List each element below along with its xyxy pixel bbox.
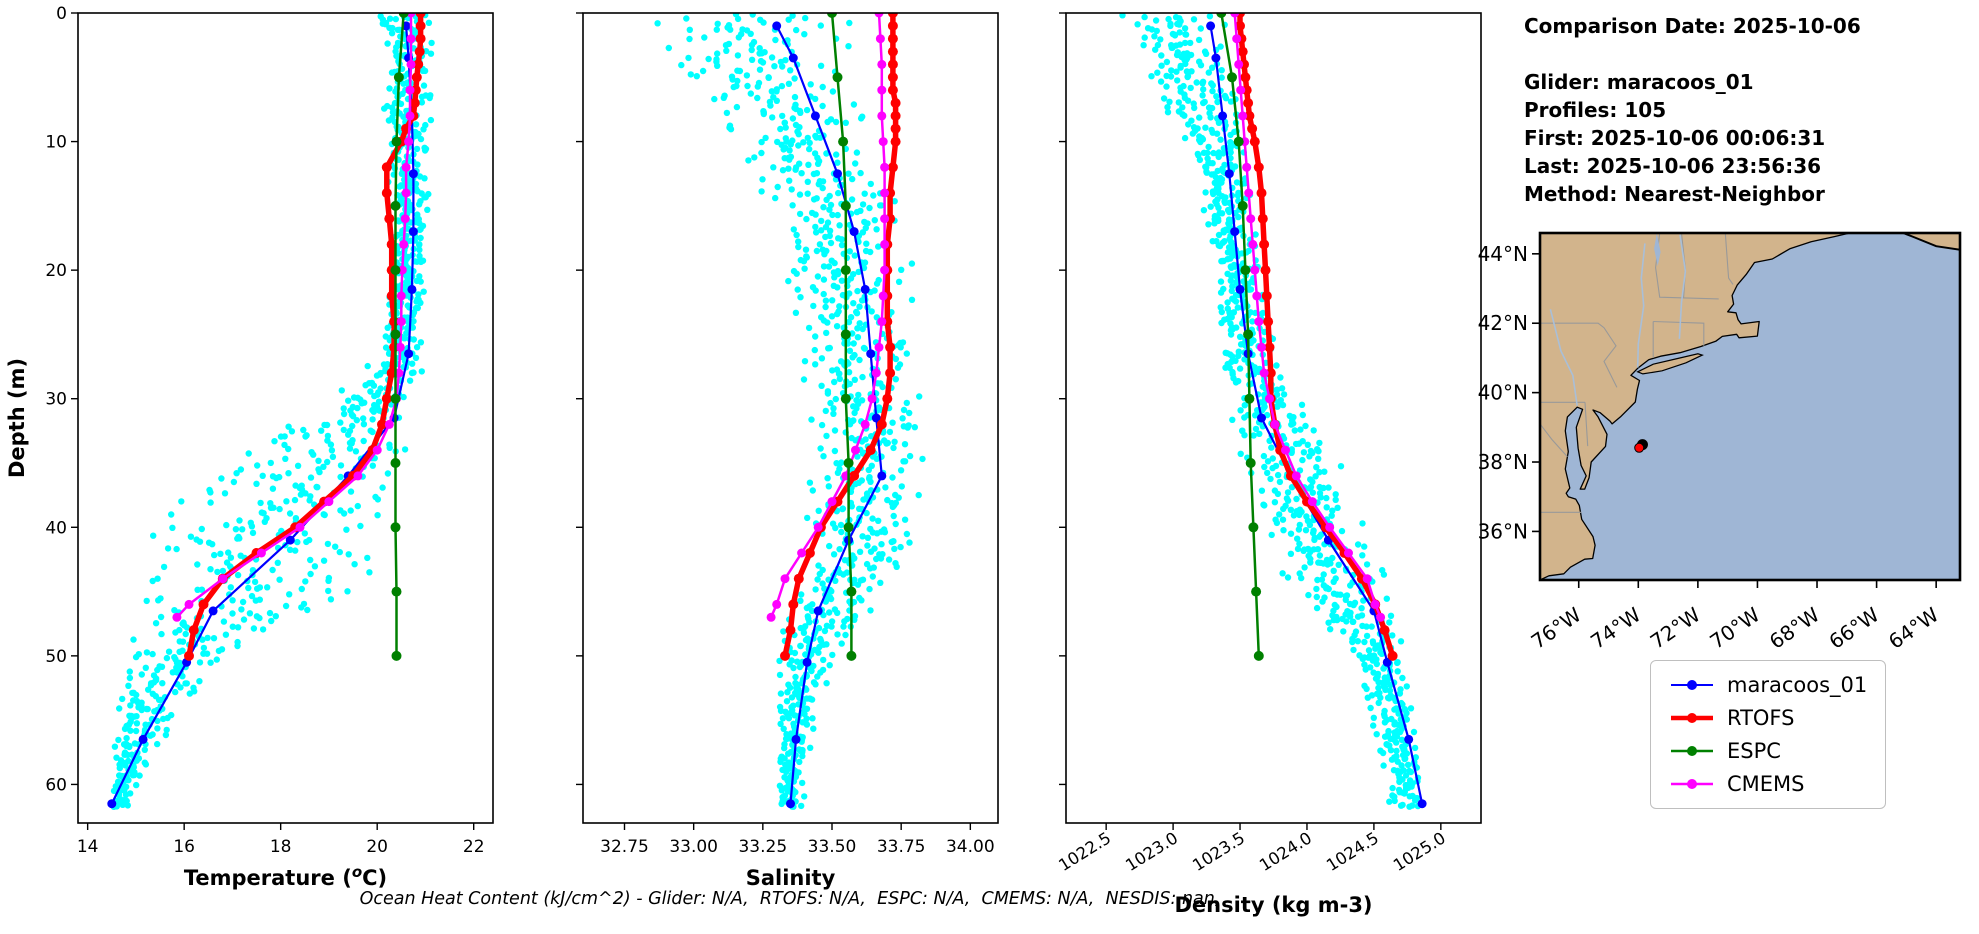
lon-tick-label: 76°W [1527, 602, 1586, 653]
land-coastline [1540, 233, 1851, 580]
y-tick-label: 40 [45, 518, 67, 538]
lon-tick-label: 74°W [1586, 602, 1645, 653]
legend-item-maracoos-01: maracoos_01 [1669, 673, 1867, 697]
lon-tick-label: 66°W [1824, 602, 1883, 653]
glider-name-text: Glider: maracoos_01 [1524, 70, 1754, 94]
state-border [1540, 423, 1568, 458]
river [1636, 243, 1646, 368]
glider-location-marker [1634, 442, 1645, 453]
y-tick-label: 10 [45, 133, 67, 153]
x-tick-label: 33.25 [738, 837, 787, 857]
salinity-axis-title: Salinity [746, 866, 836, 890]
x-tick-label: 22 [463, 837, 485, 857]
legend-item-cmems: CMEMS [1669, 772, 1867, 796]
y-tick-label: 20 [45, 261, 67, 281]
y-tick-label: 50 [45, 647, 67, 667]
legend-marker-dot [1687, 680, 1697, 690]
legend-item-espc: ESPC [1669, 739, 1867, 763]
lake-champlain [1654, 233, 1661, 266]
profiles-count-text: Profiles: 105 [1524, 98, 1667, 122]
x-tick-label: 1024.0 [1256, 828, 1315, 875]
legend-marker-dot [1687, 779, 1697, 789]
x-tick-label: 16 [173, 837, 195, 857]
y-tick-label: 30 [45, 390, 67, 410]
lon-tick-label: 70°W [1705, 602, 1764, 653]
comparison-date-text: Comparison Date: 2025-10-06 [1524, 14, 1861, 38]
legend-label: CMEMS [1727, 772, 1805, 796]
y-tick-label: 0 [56, 4, 67, 24]
legend-item-rtofs: RTOFS [1669, 706, 1867, 730]
density-plot: 1022.5 1023.0 1023.5 1024.0 1024.5 1025.0 Dens… [1055, 12, 1482, 917]
lon-tick-label: 64°W [1884, 602, 1943, 653]
info-panel: Comparison Date: 2025-10-06 Glider: mara… [1524, 12, 1861, 208]
x-tick-label: 32.75 [600, 837, 649, 857]
salinity-plot: 32.75 33.00 33.25 33.50 33.75 34.00 Salinity [576, 12, 999, 890]
depth-axis-title: Depth (m) [5, 358, 29, 478]
density-series-CMEMS [1230, 13, 1386, 622]
x-tick-label: 14 [77, 837, 99, 857]
legend-line-sample [1671, 713, 1713, 723]
x-tick-label: 1023.0 [1122, 828, 1181, 875]
lon-tick-label: 68°W [1765, 602, 1824, 653]
temperature-axis-title: Temperature (oC) [184, 863, 387, 890]
salinity-series-ESPC [827, 13, 857, 661]
x-tick-label: 33.50 [808, 837, 857, 857]
axes-frame [1065, 12, 1482, 824]
lat-tick-label: 36°N [1478, 519, 1528, 543]
river [1549, 309, 1578, 406]
x-tick-label: 33.75 [877, 837, 926, 857]
lat-tick-label: 40°N [1478, 381, 1528, 405]
location-map: 36°N 38°N 40°N 42°N 44°N 76°W 74°W 72°W 70°W 68°W… [1478, 231, 1962, 654]
legend-line-sample [1671, 680, 1713, 690]
lon-tick-label: 72°W [1646, 602, 1705, 653]
method-text: Method: Nearest-Neighbor [1524, 182, 1825, 206]
x-tick-label: 1023.5 [1189, 828, 1248, 875]
temperature-series-CMEMS [172, 13, 416, 622]
x-tick-label: 34.00 [946, 837, 995, 857]
axes-frame [582, 12, 999, 824]
x-tick-label: 18 [270, 837, 292, 857]
ocean-heat-content-note: Ocean Heat Content (kJ/cm^2) - Glider: N… [359, 889, 1221, 909]
river [1678, 234, 1687, 339]
temperature-plot: 14 16 18 20 22 0 10 20 30 40 50 60 Temperature (oC) D… [5, 4, 494, 890]
legend-line-sample [1671, 746, 1713, 756]
legend-label: RTOFS [1727, 706, 1795, 730]
legend-line-sample [1671, 779, 1713, 789]
state-border [1653, 320, 1705, 346]
lat-tick-label: 42°N [1478, 311, 1528, 335]
density-series-ESPC [1216, 13, 1264, 661]
nova-scotia [1903, 233, 1960, 251]
lat-tick-label: 38°N [1478, 450, 1528, 474]
density-axis-title: Density (kg m-3) [1174, 893, 1372, 917]
state-border [1724, 233, 1734, 285]
legend-label: maracoos_01 [1727, 673, 1868, 697]
x-tick-label: 1022.5 [1055, 828, 1114, 875]
map-frame [1538, 231, 1962, 582]
y-tick-label: 60 [45, 775, 67, 795]
last-profile-time-text: Last: 2025-10-06 23:56:36 [1524, 154, 1822, 178]
salinity-series-CMEMS [766, 13, 890, 622]
first-profile-time-text: First: 2025-10-06 00:06:31 [1524, 126, 1826, 150]
state-border [1584, 402, 1589, 447]
temperature-series-ESPC [390, 13, 409, 661]
legend: maracoos_01 RTOFS ESPC CMEMS [1650, 660, 1887, 809]
legend-marker-dot [1687, 746, 1697, 756]
legend-marker-dot [1687, 713, 1697, 723]
state-border [1540, 322, 1618, 388]
info-spacer [1524, 40, 1861, 68]
x-tick-label: 1024.5 [1323, 828, 1382, 875]
x-tick-label: 1025.0 [1390, 828, 1449, 875]
x-tick-label: 20 [366, 837, 388, 857]
legend-label: ESPC [1727, 739, 1781, 763]
long-island [1636, 353, 1704, 375]
density-series-maracoos_01 [1206, 21, 1427, 809]
axes-frame [77, 12, 494, 824]
x-tick-label: 33.00 [669, 837, 718, 857]
lat-tick-label: 44°N [1478, 242, 1528, 266]
